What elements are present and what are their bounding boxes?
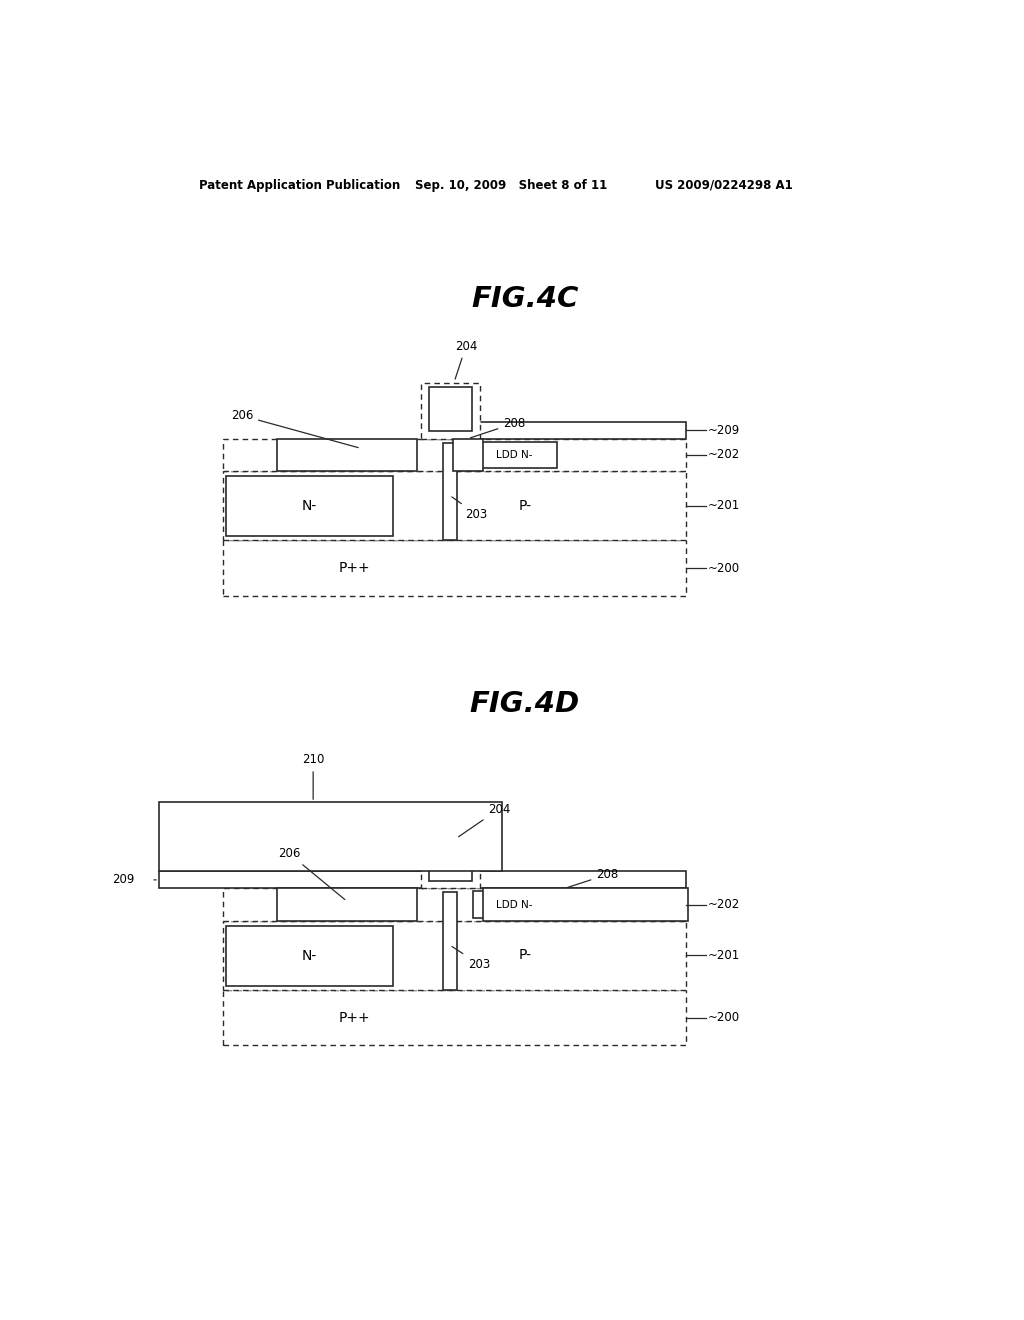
- Text: 208: 208: [470, 417, 525, 438]
- Text: FIG.4C: FIG.4C: [471, 285, 579, 313]
- Bar: [222, 921, 686, 990]
- Bar: [483, 888, 687, 921]
- Text: 203: 203: [452, 946, 490, 970]
- Text: 204: 204: [455, 339, 477, 379]
- Bar: [276, 438, 417, 471]
- Text: LDD N-: LDD N-: [497, 450, 532, 459]
- Text: FIG.4D: FIG.4D: [470, 689, 580, 718]
- Text: ~200: ~200: [708, 1011, 739, 1024]
- Text: P-: P-: [518, 499, 531, 512]
- Text: Patent Application Publication: Patent Application Publication: [200, 178, 400, 191]
- Text: ~202: ~202: [708, 449, 740, 462]
- Text: ~200: ~200: [708, 561, 739, 574]
- Text: 208: 208: [567, 869, 618, 887]
- Bar: [429, 842, 472, 880]
- Text: 204: 204: [459, 803, 510, 837]
- Bar: [159, 803, 502, 871]
- Bar: [222, 990, 686, 1045]
- Text: 206: 206: [279, 847, 345, 899]
- Text: Sep. 10, 2009   Sheet 8 of 11: Sep. 10, 2009 Sheet 8 of 11: [415, 178, 607, 191]
- Text: P++: P++: [339, 1011, 370, 1024]
- Bar: [442, 892, 457, 990]
- Text: 210: 210: [302, 754, 325, 800]
- Text: ~201: ~201: [708, 949, 740, 962]
- Bar: [421, 383, 480, 438]
- Text: P-: P-: [518, 948, 531, 962]
- Text: US 2009/0224298 A1: US 2009/0224298 A1: [655, 178, 793, 191]
- Bar: [226, 927, 393, 986]
- Text: ~202: ~202: [708, 898, 740, 911]
- Text: N-: N-: [302, 499, 317, 513]
- Text: ~209: ~209: [708, 424, 740, 437]
- Bar: [159, 871, 686, 888]
- Bar: [452, 422, 686, 438]
- Bar: [222, 471, 686, 540]
- Text: 209: 209: [112, 874, 134, 887]
- Text: ~201: ~201: [708, 499, 740, 512]
- Text: 206: 206: [230, 409, 358, 447]
- Bar: [473, 891, 557, 917]
- Bar: [222, 438, 686, 471]
- Bar: [421, 838, 480, 888]
- Text: N-: N-: [302, 949, 317, 964]
- Text: LDD N-: LDD N-: [497, 899, 532, 909]
- Bar: [473, 442, 557, 469]
- Bar: [222, 888, 686, 921]
- Text: 203: 203: [452, 496, 487, 521]
- Bar: [226, 477, 393, 536]
- Bar: [442, 442, 457, 540]
- Bar: [276, 888, 417, 921]
- Bar: [429, 387, 472, 430]
- Bar: [453, 438, 483, 471]
- Text: P++: P++: [339, 561, 370, 576]
- Bar: [222, 540, 686, 595]
